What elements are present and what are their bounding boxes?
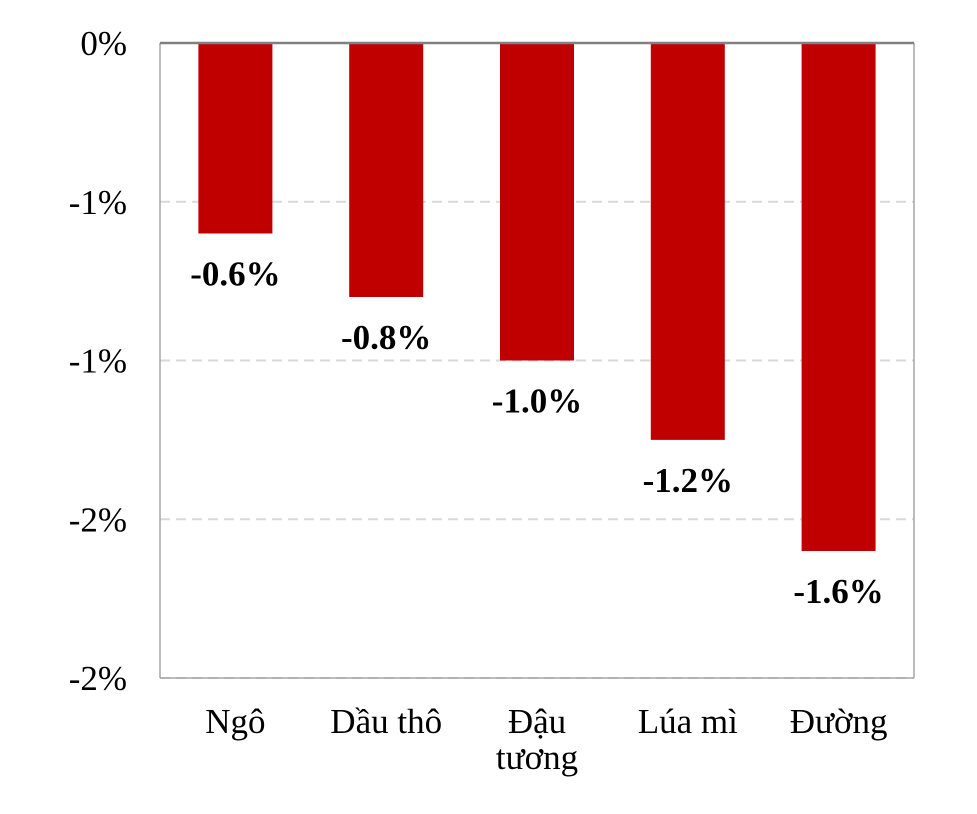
bar (500, 43, 574, 361)
category-label: Lúa mì (638, 702, 738, 741)
category-label: Đường (790, 702, 888, 741)
y-tick-label: -1% (69, 342, 127, 381)
category-label: tương (496, 738, 578, 777)
bars (198, 43, 876, 551)
data-label: -1.0% (492, 382, 582, 421)
category-label: Ngô (205, 702, 265, 741)
data-label: -0.8% (341, 318, 431, 357)
category-label: Dầu thô (330, 702, 442, 741)
y-tick-label: -1% (69, 183, 127, 222)
y-tick-label: 0% (80, 24, 127, 63)
bar (198, 43, 273, 234)
data-labels: -0.6% -0.8% -1.0% -1.2% -1.6% (190, 255, 884, 612)
data-label: -0.6% (190, 255, 280, 294)
y-tick-label: -2% (69, 500, 127, 539)
category-label: Đậu (508, 702, 566, 741)
plot-frame (159, 43, 915, 679)
bar (650, 43, 725, 440)
bar (349, 43, 424, 297)
data-label: -1.6% (793, 572, 883, 611)
y-tick-label: -2% (69, 659, 127, 698)
bar (801, 43, 876, 551)
data-label: -1.2% (643, 461, 733, 500)
y-axis-ticks: 0% -1% -1% -2% -2% (69, 24, 127, 698)
